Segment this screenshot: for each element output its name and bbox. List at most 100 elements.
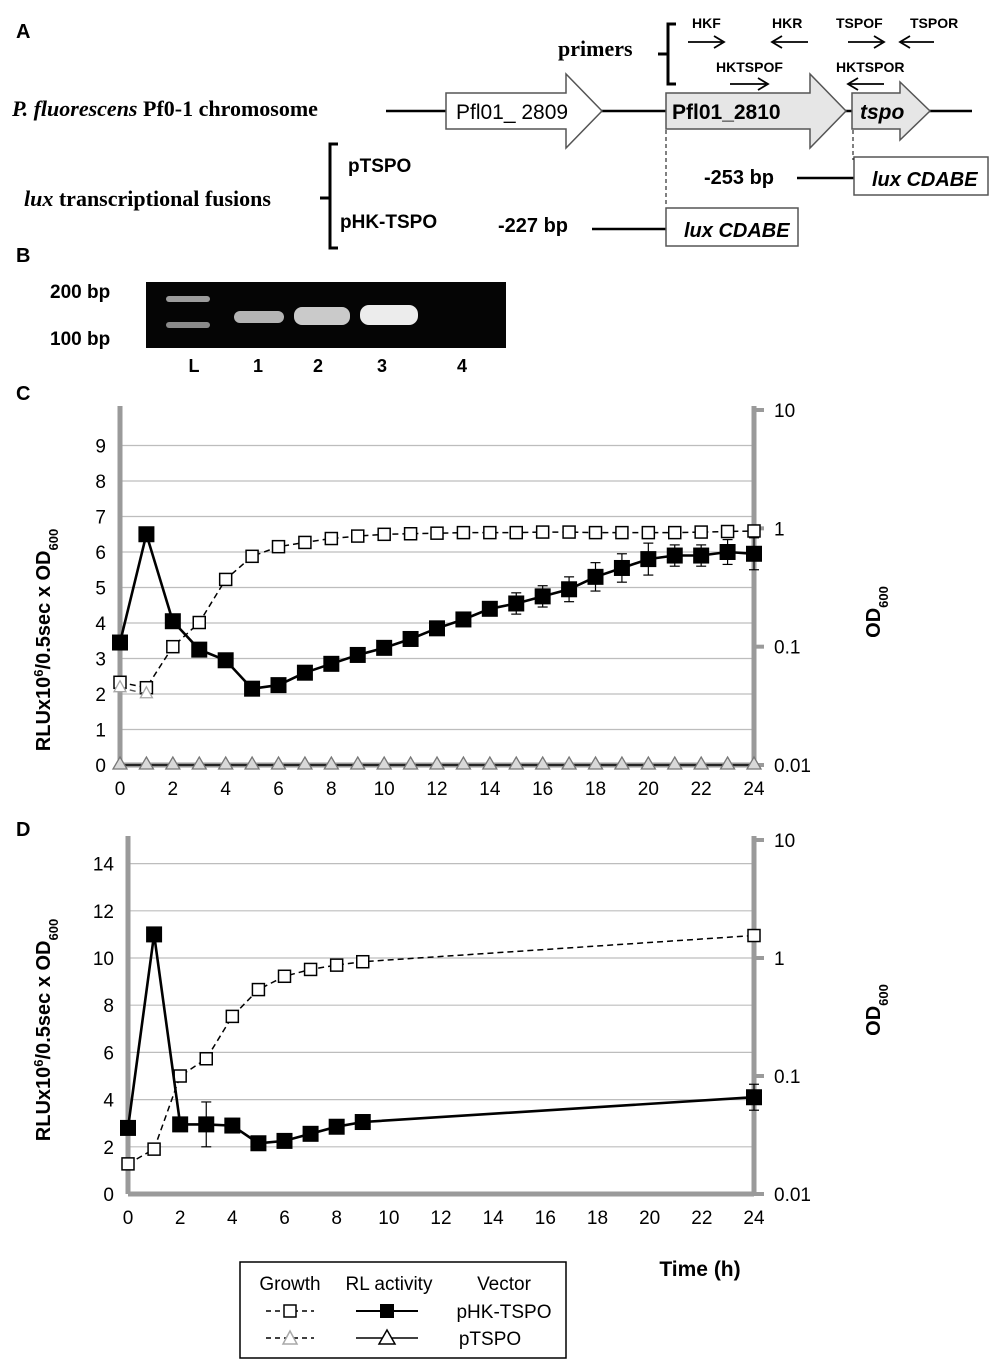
data-point [224,1117,241,1134]
data-point [560,755,578,770]
primer-tspor: TSPOR [910,15,958,31]
lane-2-band [294,307,350,325]
construct-ptspo: pTSPO [348,156,411,177]
data-point [746,545,762,562]
primer-hktspor: HKTSPOR [836,59,904,75]
data-point [324,531,339,546]
primer-hktspor-arrowhead [846,77,859,91]
primer-tspor-arrowhead [898,35,911,49]
x-tick-label: 18 [587,1208,608,1229]
data-point [509,525,523,540]
chart-d-ylabel-left: RLUx106/0.5sec x OD600 [31,919,61,1141]
y-left-tick-label: 8 [103,996,114,1017]
data-point [746,1089,762,1106]
primer-hkr: HKR [772,15,802,31]
chart-c-ylabel-left: RLUx106/0.5sec x OD600 [31,529,61,751]
ylabel-sup: 6 [31,1059,46,1066]
lane-label: 2 [313,356,323,376]
gene-pfl01-2809-label: Pfl01_ 2809 [456,101,568,124]
legend-header-rl: RL activity [346,1274,433,1295]
data-point [349,646,366,663]
ylabel-sub: 600 [46,919,61,941]
legend-rl-ptspo-marker [377,1328,397,1345]
data-point [173,1069,187,1083]
data-point [138,526,155,543]
x-tick-label: 16 [535,1208,556,1229]
panel-b: B 200 bp 100 bp L 1 2 3 4 [16,245,506,376]
x-tick-label: 18 [585,779,606,800]
lux-label-phk-tspo: lux CDABE [684,220,790,242]
data-point [270,755,287,770]
ladder-200: 200 bp [50,282,110,303]
primer-hkf: HKF [692,15,721,31]
data-point [120,1119,136,1136]
y-left-tick-label: 7 [95,508,106,529]
data-point [588,525,603,540]
data-point [747,524,761,538]
legend-vector-phk: pHK-TSPO [456,1302,551,1323]
data-point [164,755,181,770]
chromosome-label: P. fluorescens Pf0-1 chromosome [11,96,318,121]
lane-labels: L 1 2 3 4 [189,356,468,376]
primer-tspof-arrowhead [873,35,886,49]
series-line [119,530,755,689]
data-point [198,1116,215,1133]
data-point [112,634,128,651]
data-point [534,588,551,605]
data-point [349,755,366,770]
data-point [199,1052,213,1066]
fusion-bracket [320,142,338,250]
fusion-label-lux: lux [24,186,53,211]
ylabel-rest: /0.5sec x OD [33,941,55,1060]
x-tick-label: 16 [532,779,553,800]
y-left-tick-label: 2 [103,1138,114,1159]
y-left-tick-label: 0 [103,1185,114,1206]
od-sub: 600 [876,984,891,1006]
y-left-tick-label: 6 [95,543,106,564]
x-tick-label: 0 [123,1208,134,1229]
data-point [217,652,234,669]
y-right-tick-label: 0.1 [774,1067,800,1088]
gene-pfl01-2810-label: Pfl01_2810 [672,101,781,124]
construct-phk-tspo: pHK-TSPO [340,212,437,233]
data-point [164,613,181,630]
data-point [166,639,180,654]
data-point [276,1132,293,1149]
data-point [508,755,525,770]
legend-growth-phk-marker [283,1304,297,1318]
x-tick-label: 20 [639,1208,660,1229]
data-point [146,926,163,943]
ylabel-main: RLUx10 [33,1067,55,1141]
data-point [745,755,763,770]
lane-1-band [234,311,284,323]
x-tick-label: 4 [227,1208,238,1229]
gene-pfl01-2809 [445,72,604,150]
data-point [402,755,419,770]
data-point [483,525,497,540]
y-right-tick-label: 1 [774,519,785,540]
gene-tspo [851,80,932,142]
data-point [455,755,472,770]
data-point [693,755,710,770]
legend-header-vector: Vector [477,1274,532,1295]
ladder-band-100 [166,322,210,328]
lane-label: 3 [377,356,387,376]
x-tick-label: 12 [426,779,447,800]
data-point [719,544,736,560]
data-point [244,680,261,697]
data-point [303,962,318,977]
x-tick-label: 8 [331,1208,342,1229]
data-point [666,547,683,564]
data-point [430,526,444,540]
panel-a: A primers HKF HKR TSPOF TSPOR HKTSPOF HK… [11,15,989,250]
data-point [138,755,155,770]
od-main: OD [863,608,885,638]
lux-box-phk-tspo [665,207,799,247]
data-point [111,755,129,770]
data-point [121,1157,135,1171]
x-tick-label: 6 [273,779,284,800]
data-point [668,525,682,540]
data-point [271,539,286,554]
